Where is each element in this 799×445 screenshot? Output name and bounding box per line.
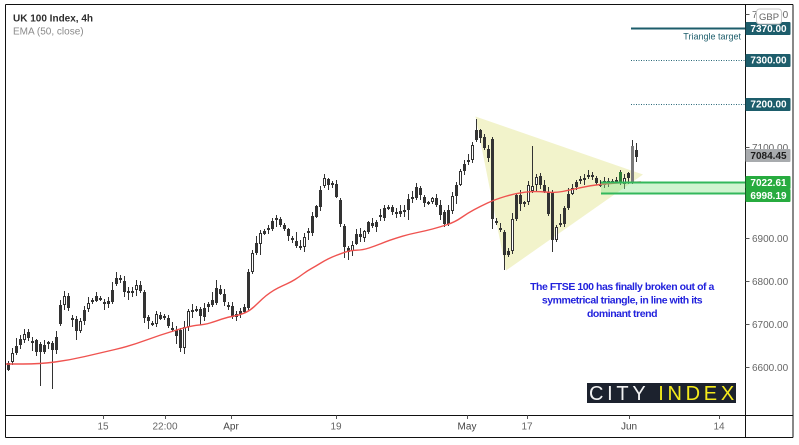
svg-text:7022.61: 7022.61 <box>750 178 787 189</box>
svg-text:May: May <box>458 422 477 433</box>
svg-text:GBP: GBP <box>759 12 779 23</box>
svg-text:UK 100 Index, 4h: UK 100 Index, 4h <box>13 14 93 25</box>
svg-text:19: 19 <box>330 422 342 433</box>
svg-text:6998.19: 6998.19 <box>750 191 787 202</box>
svg-text:6600.00: 6600.00 <box>752 363 789 374</box>
svg-text:CITY INDEX: CITY INDEX <box>589 383 738 405</box>
svg-text:6700.00: 6700.00 <box>752 320 789 331</box>
svg-text:Jun: Jun <box>621 422 637 433</box>
svg-text:dominant trend: dominant trend <box>587 308 657 320</box>
svg-text:6800.00: 6800.00 <box>752 277 789 288</box>
svg-text:15: 15 <box>97 422 109 433</box>
svg-text:7200.00: 7200.00 <box>750 100 787 111</box>
svg-text:22:00: 22:00 <box>152 422 177 433</box>
svg-text:7300.00: 7300.00 <box>750 56 787 67</box>
svg-text:symmetrical triangle, in line: symmetrical triangle, in line with its <box>542 295 703 307</box>
svg-text:The FTSE 100 has finally broke: The FTSE 100 has finally broken out of a <box>530 281 714 293</box>
svg-text:Triangle target: Triangle target <box>683 32 741 42</box>
svg-text:7370.00: 7370.00 <box>750 24 787 35</box>
svg-text:17: 17 <box>521 422 533 433</box>
svg-text:7084.45: 7084.45 <box>750 151 787 162</box>
svg-text:6900.00: 6900.00 <box>752 234 789 245</box>
svg-text:Apr: Apr <box>223 422 239 433</box>
svg-text:EMA (50, close): EMA (50, close) <box>13 27 84 38</box>
svg-text:14: 14 <box>713 422 725 433</box>
svg-text:7100.00: 7100.00 <box>752 143 789 154</box>
